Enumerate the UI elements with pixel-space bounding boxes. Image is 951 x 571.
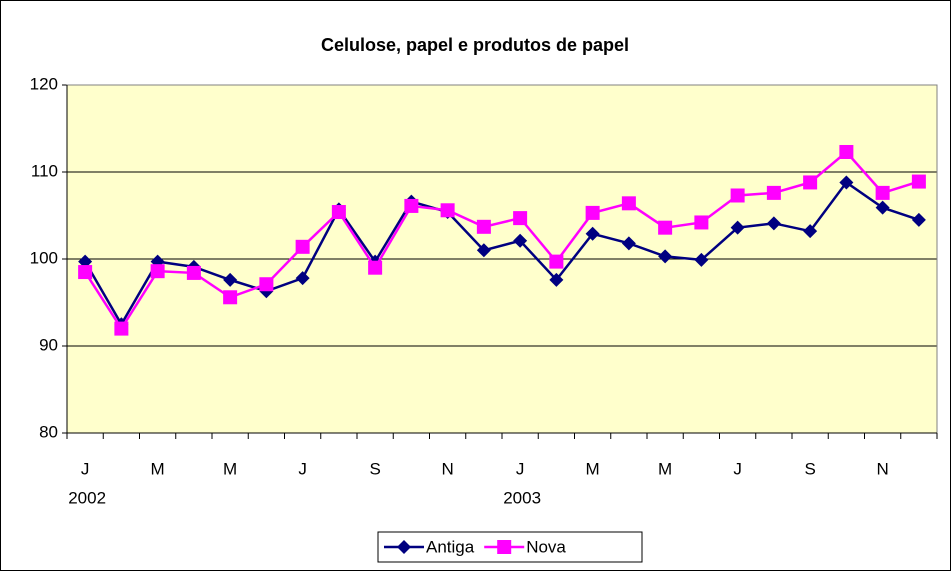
x-tick-label: M bbox=[223, 459, 237, 478]
x-tick-label: M bbox=[151, 459, 165, 478]
y-tick-label: 110 bbox=[31, 161, 58, 180]
data-point bbox=[78, 265, 93, 280]
data-point bbox=[223, 290, 238, 305]
data-point bbox=[331, 205, 346, 220]
x-tick-label: M bbox=[658, 459, 672, 478]
data-point bbox=[186, 265, 201, 280]
x-tick-label: S bbox=[804, 459, 815, 478]
data-point bbox=[549, 254, 564, 269]
chart-title: Celulose, papel e produtos de papel bbox=[321, 35, 629, 55]
x-tick-label: J bbox=[298, 459, 307, 478]
data-point bbox=[549, 272, 564, 287]
data-point bbox=[476, 243, 491, 258]
data-point bbox=[766, 185, 781, 200]
data-point bbox=[875, 185, 890, 200]
data-point bbox=[803, 224, 818, 239]
x-tick-label: N bbox=[876, 459, 888, 478]
legend-label: Antiga bbox=[426, 537, 475, 556]
data-point bbox=[658, 249, 673, 264]
data-point bbox=[658, 220, 673, 235]
legend-marker bbox=[397, 540, 411, 554]
data-point bbox=[150, 264, 165, 279]
y-tick-label: 80 bbox=[39, 422, 58, 441]
y-tick-label: 120 bbox=[30, 74, 58, 93]
data-point bbox=[476, 219, 491, 234]
data-point bbox=[440, 203, 455, 218]
data-point bbox=[114, 321, 129, 336]
data-point bbox=[368, 260, 383, 275]
series-line bbox=[84, 180, 920, 327]
data-point bbox=[259, 277, 274, 292]
x-tick-label: M bbox=[586, 459, 600, 478]
data-point bbox=[585, 205, 600, 220]
data-point bbox=[621, 196, 636, 211]
x-tick-label: N bbox=[441, 459, 453, 478]
data-point bbox=[585, 226, 600, 241]
data-point bbox=[694, 252, 709, 267]
data-point bbox=[730, 220, 745, 235]
data-point bbox=[766, 216, 781, 231]
data-point bbox=[513, 211, 528, 226]
data-point bbox=[621, 236, 636, 251]
x-tick-label: J bbox=[81, 459, 90, 478]
y-tick-label: 90 bbox=[39, 335, 58, 354]
data-point bbox=[911, 212, 926, 227]
data-point bbox=[911, 174, 926, 189]
data-point bbox=[839, 175, 854, 190]
x-tick-label: J bbox=[733, 459, 742, 478]
data-point bbox=[839, 144, 854, 159]
data-point bbox=[295, 239, 310, 254]
legend-marker bbox=[497, 540, 512, 554]
data-point bbox=[694, 215, 709, 230]
data-point bbox=[513, 233, 528, 248]
data-point bbox=[875, 200, 890, 215]
data-point bbox=[223, 272, 238, 287]
x-group-label: 2002 bbox=[68, 488, 106, 507]
x-group-label: 2003 bbox=[503, 488, 541, 507]
y-tick-label: 100 bbox=[30, 248, 58, 267]
data-point bbox=[404, 198, 419, 213]
x-tick-label: S bbox=[369, 459, 380, 478]
data-point bbox=[295, 271, 310, 286]
legend-label: Nova bbox=[526, 537, 566, 556]
data-point bbox=[730, 188, 745, 203]
data-point bbox=[803, 175, 818, 190]
x-tick-label: J bbox=[516, 459, 525, 478]
